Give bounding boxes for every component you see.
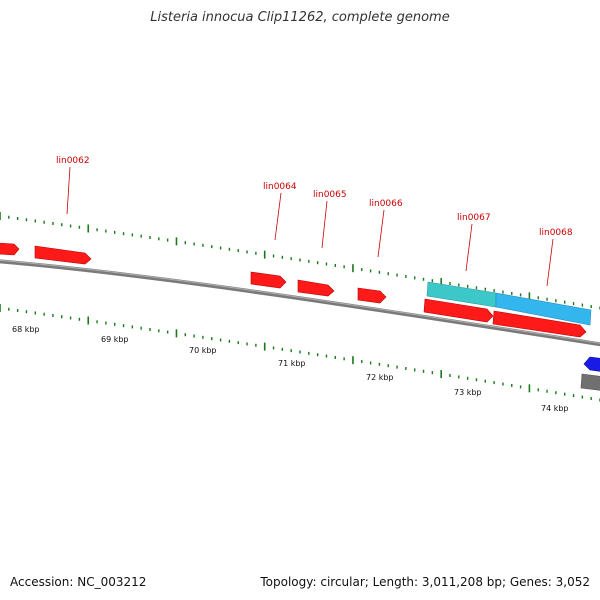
accession-text: Accession: NC_003212 [10,575,147,589]
tick-row-top [0,212,600,310]
genome-backbone-highlight [0,259,600,344]
kbp-label: 69 kbp [101,335,129,344]
gene-label-leader [66,166,71,215]
kbp-label: 71 kbp [278,359,306,368]
gray-feature[interactable] [580,373,600,391]
genome-backbone [0,259,600,347]
kbp-label: 70 kbp [189,346,217,355]
tick-row-bottom [0,304,600,402]
gene-label-leader [377,209,385,258]
dark-blue-feature[interactable] [583,356,600,372]
gene-label[interactable]: lin0067 [457,213,491,223]
kbp-label: 72 kbp [366,373,394,382]
map-title: Listeria innocua Clip11262, complete gen… [150,10,450,25]
gene-feature[interactable] [0,242,20,256]
kbp-label: 74 kbp [541,404,569,413]
gene-label-leader [321,200,328,249]
gene-feature[interactable] [492,310,587,338]
kbp-label: 73 kbp [454,388,482,397]
kbp-label: 68 kbp [12,325,40,334]
gene-label[interactable]: lin0065 [313,190,347,200]
gene-feature[interactable] [34,245,92,265]
gene-label-leader [546,238,554,287]
gene-feature[interactable] [250,271,287,289]
gene-label-leader [465,223,473,272]
gene-feature[interactable] [357,287,387,304]
gene-label[interactable]: lin0062 [56,156,90,166]
genome-summary-text: Topology: circular; Length: 3,011,208 bp… [260,575,590,589]
gene-label-leader [274,192,282,241]
blue-feature[interactable] [495,292,592,326]
gene-label[interactable]: lin0064 [263,182,297,192]
gene-feature[interactable] [297,279,335,297]
gene-label[interactable]: lin0066 [369,199,403,209]
gene-label[interactable]: lin0068 [539,228,573,238]
gene-feature[interactable] [423,298,494,323]
